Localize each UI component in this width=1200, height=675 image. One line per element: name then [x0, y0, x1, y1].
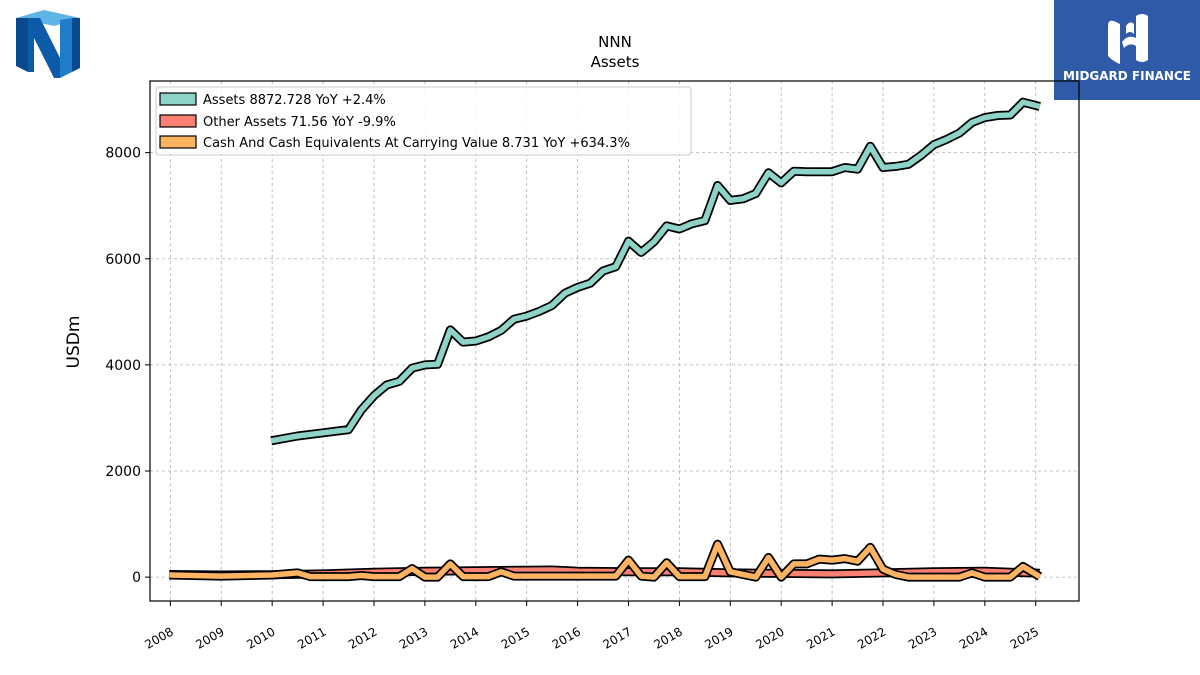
y-tick-label: 0 — [132, 570, 141, 586]
x-tick-label: 2017 — [601, 624, 634, 651]
chart-title: NNN — [598, 33, 632, 51]
x-tick-label: 2024 — [957, 624, 990, 651]
legend-swatch-other-assets — [159, 114, 197, 128]
legend-label-other-assets: Other Assets 71.56 YoY -9.9% — [203, 115, 396, 130]
legend-label-cash: Cash And Cash Equivalents At Carrying Va… — [203, 136, 630, 151]
brand-name: MIDGARD FINANCE — [1063, 69, 1191, 83]
x-tick-label: 2011 — [295, 624, 328, 651]
x-tick-label: 2015 — [499, 624, 532, 651]
series-line-cash-and-cash-equivalents-at-carrying-value — [169, 541, 1042, 580]
midgard-logo-icon — [1108, 14, 1148, 65]
y-axis-label: USDm — [64, 316, 84, 369]
x-tick-label: 2013 — [397, 624, 430, 651]
y-tick-label: 8000 — [105, 146, 141, 162]
x-tick-label: 2023 — [906, 624, 939, 651]
grid-lines — [150, 81, 1079, 601]
x-tick-label: 2009 — [193, 624, 226, 651]
legend-label-assets: Assets 8872.728 YoY +2.4% — [203, 93, 386, 108]
x-tick-label: 2025 — [1008, 624, 1041, 651]
plot-frame — [149, 80, 1080, 602]
x-tick-label: 2012 — [346, 624, 379, 651]
x-tick-label: 2008 — [142, 624, 175, 651]
x-tick-label: 2021 — [804, 624, 837, 651]
legend: Assets 8872.728 YoY +2.4% Other Assets 7… — [155, 86, 692, 156]
y-tick-label: 2000 — [105, 464, 141, 480]
nnn-logo-icon — [16, 10, 80, 78]
x-tick-label: 2020 — [753, 624, 786, 651]
legend-swatch-cash — [159, 135, 197, 149]
y-tick-label: 4000 — [105, 358, 141, 374]
chart-subtitle: Assets — [591, 53, 640, 71]
brand-box — [1054, 0, 1200, 100]
x-tick-label: 2010 — [244, 624, 277, 651]
series-lines — [169, 97, 1043, 582]
x-tick-label: 2016 — [550, 624, 583, 651]
x-tick-label: 2014 — [448, 624, 481, 651]
series-line-assets — [270, 99, 1041, 444]
x-tick-label: 2018 — [651, 624, 684, 651]
x-tick-label: 2022 — [855, 624, 888, 651]
x-tick-label: 2019 — [702, 624, 735, 651]
legend-swatch-assets — [159, 92, 197, 106]
y-tick-label: 6000 — [105, 252, 141, 268]
